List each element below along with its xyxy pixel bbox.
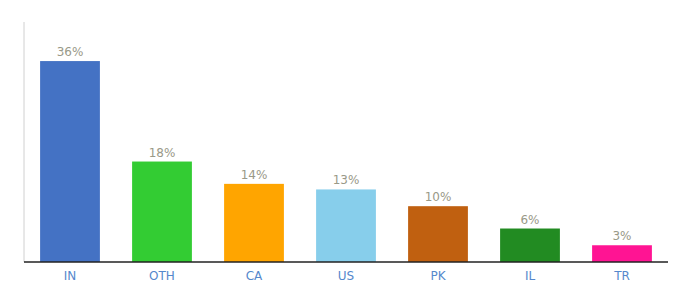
- x-tick-label: US: [338, 269, 354, 283]
- data-label: 3%: [612, 229, 631, 243]
- data-label: 10%: [425, 190, 452, 204]
- x-axis-line: [24, 261, 668, 263]
- x-tick-label: IL: [525, 269, 536, 283]
- bar: [132, 162, 192, 262]
- bar: [500, 229, 560, 262]
- data-label: 36%: [57, 45, 84, 59]
- bars: [40, 61, 652, 262]
- bar: [408, 206, 468, 262]
- x-tick-label: TR: [613, 269, 630, 283]
- y-axis-line: [24, 22, 25, 262]
- bar: [224, 184, 284, 262]
- chart-svg: 36% 18% 14% 13% 10% 6% 3% IN OTH CA US PK IL TR: [0, 0, 680, 300]
- data-label: 13%: [333, 173, 360, 187]
- x-tick-label: PK: [430, 269, 446, 283]
- data-label: 18%: [149, 146, 176, 160]
- x-tick-label: IN: [64, 269, 77, 283]
- chart-container: 36% 18% 14% 13% 10% 6% 3% IN OTH CA US PK IL TR: [0, 0, 680, 300]
- x-tick-label: OTH: [149, 269, 175, 283]
- bar: [592, 245, 652, 262]
- data-label: 6%: [520, 213, 539, 227]
- data-label: 14%: [241, 168, 268, 182]
- x-tick-label: CA: [246, 269, 263, 283]
- bar: [40, 61, 100, 262]
- bar: [316, 189, 376, 262]
